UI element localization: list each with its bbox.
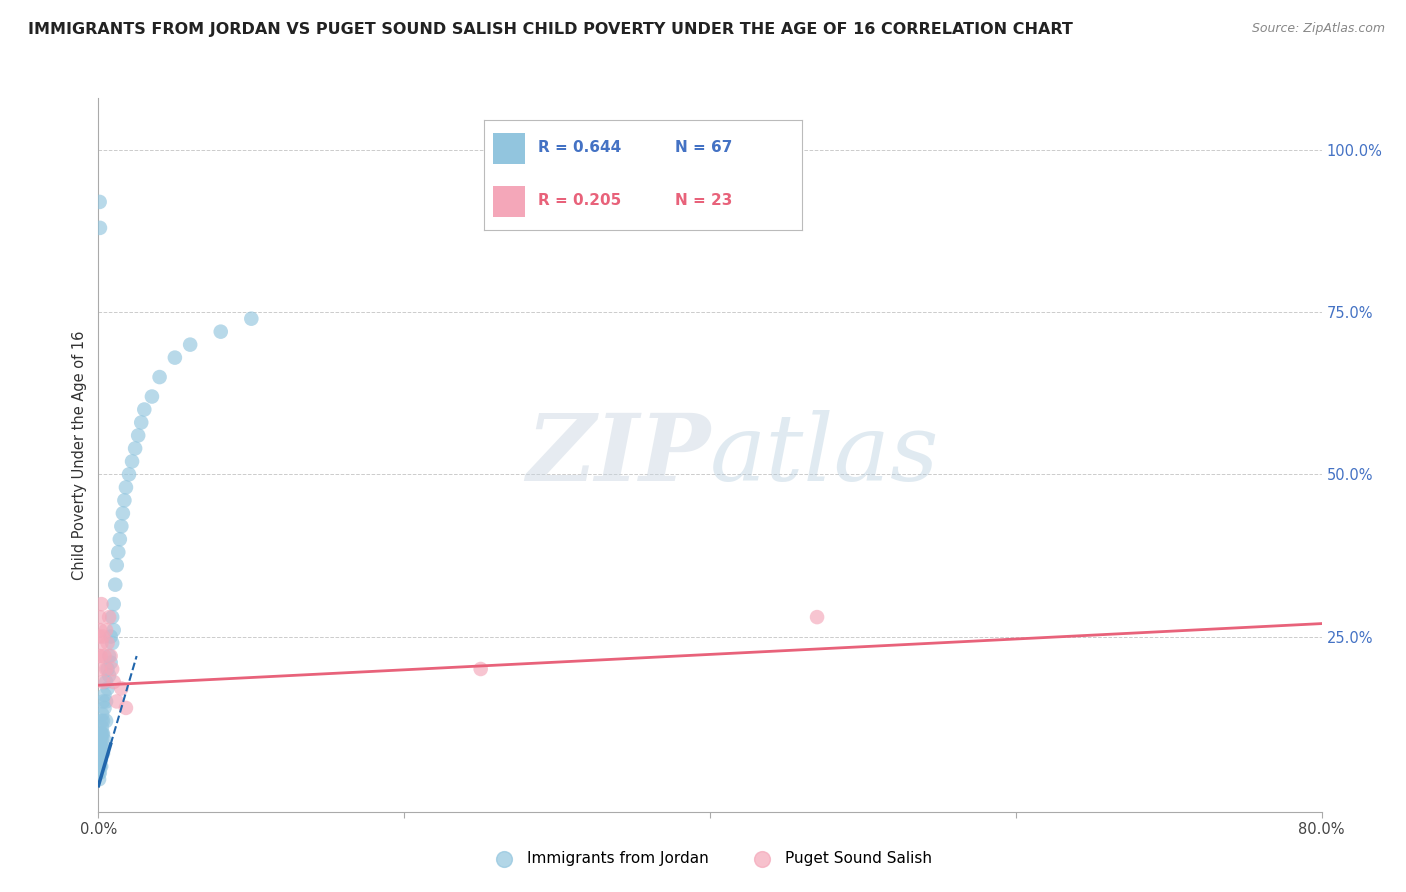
Point — [103, 597, 125, 611]
Point — [89, 630, 111, 644]
Point — [806, 610, 828, 624]
Point — [470, 662, 492, 676]
Point — [87, 772, 110, 787]
Point — [90, 753, 112, 767]
Point — [98, 668, 121, 682]
Point — [90, 597, 112, 611]
Legend: Immigrants from Jordan, Puget Sound Salish: Immigrants from Jordan, Puget Sound Sali… — [482, 845, 938, 871]
Point — [91, 675, 114, 690]
Point — [240, 311, 263, 326]
Point — [89, 765, 111, 780]
Point — [87, 753, 110, 767]
Point — [94, 694, 117, 708]
Point — [89, 747, 111, 761]
Point — [90, 636, 112, 650]
Point — [87, 765, 110, 780]
Point — [129, 416, 152, 430]
Point — [97, 681, 120, 696]
Point — [111, 506, 134, 520]
Point — [179, 337, 201, 351]
Point — [103, 675, 125, 690]
Point — [98, 610, 121, 624]
Point — [89, 759, 111, 773]
Point — [89, 610, 111, 624]
Point — [89, 194, 111, 209]
Point — [91, 630, 114, 644]
Point — [89, 747, 111, 761]
Point — [91, 727, 114, 741]
Point — [98, 648, 121, 663]
Point — [90, 747, 112, 761]
Point — [104, 577, 127, 591]
Point — [91, 714, 114, 728]
Point — [94, 662, 117, 676]
Point — [91, 694, 114, 708]
Point — [91, 727, 114, 741]
Point — [89, 623, 111, 637]
Point — [124, 442, 146, 456]
Point — [112, 493, 135, 508]
Point — [103, 623, 125, 637]
Point — [100, 648, 122, 663]
Point — [93, 688, 115, 702]
Point — [94, 623, 117, 637]
Point — [94, 675, 117, 690]
Point — [93, 701, 115, 715]
Point — [105, 694, 128, 708]
Point — [134, 402, 156, 417]
Point — [89, 739, 111, 754]
Point — [89, 733, 111, 747]
Point — [90, 759, 112, 773]
Point — [100, 630, 122, 644]
Point — [89, 753, 111, 767]
Point — [141, 390, 163, 404]
Point — [101, 610, 124, 624]
Point — [209, 325, 232, 339]
Point — [89, 220, 111, 235]
Point — [94, 714, 117, 728]
Point — [115, 701, 138, 715]
Point — [89, 662, 111, 676]
Point — [163, 351, 186, 365]
Point — [93, 733, 115, 747]
Point — [127, 428, 149, 442]
Point — [89, 759, 111, 773]
Point — [89, 753, 111, 767]
Point — [107, 545, 129, 559]
Point — [90, 648, 112, 663]
Point — [89, 739, 111, 754]
Point — [90, 739, 112, 754]
Point — [100, 656, 122, 670]
Point — [91, 707, 114, 722]
Point — [91, 747, 114, 761]
Point — [87, 648, 110, 663]
Point — [90, 714, 112, 728]
Point — [105, 558, 128, 573]
Text: atlas: atlas — [710, 410, 939, 500]
Point — [108, 533, 131, 547]
Point — [90, 727, 112, 741]
Text: Source: ZipAtlas.com: Source: ZipAtlas.com — [1251, 22, 1385, 36]
Point — [101, 662, 124, 676]
Point — [118, 467, 141, 482]
Point — [97, 636, 120, 650]
Point — [110, 519, 132, 533]
Point — [101, 636, 124, 650]
Point — [110, 681, 132, 696]
Y-axis label: Child Poverty Under the Age of 16: Child Poverty Under the Age of 16 — [72, 330, 87, 580]
Point — [89, 759, 111, 773]
Point — [90, 727, 112, 741]
Point — [97, 662, 120, 676]
Point — [93, 648, 115, 663]
Point — [115, 480, 138, 494]
Text: IMMIGRANTS FROM JORDAN VS PUGET SOUND SALISH CHILD POVERTY UNDER THE AGE OF 16 C: IMMIGRANTS FROM JORDAN VS PUGET SOUND SA… — [28, 22, 1073, 37]
Point — [91, 720, 114, 734]
Point — [90, 733, 112, 747]
Text: ZIP: ZIP — [526, 410, 710, 500]
Point — [90, 739, 112, 754]
Point — [149, 370, 172, 384]
Point — [121, 454, 143, 468]
Point — [90, 733, 112, 747]
